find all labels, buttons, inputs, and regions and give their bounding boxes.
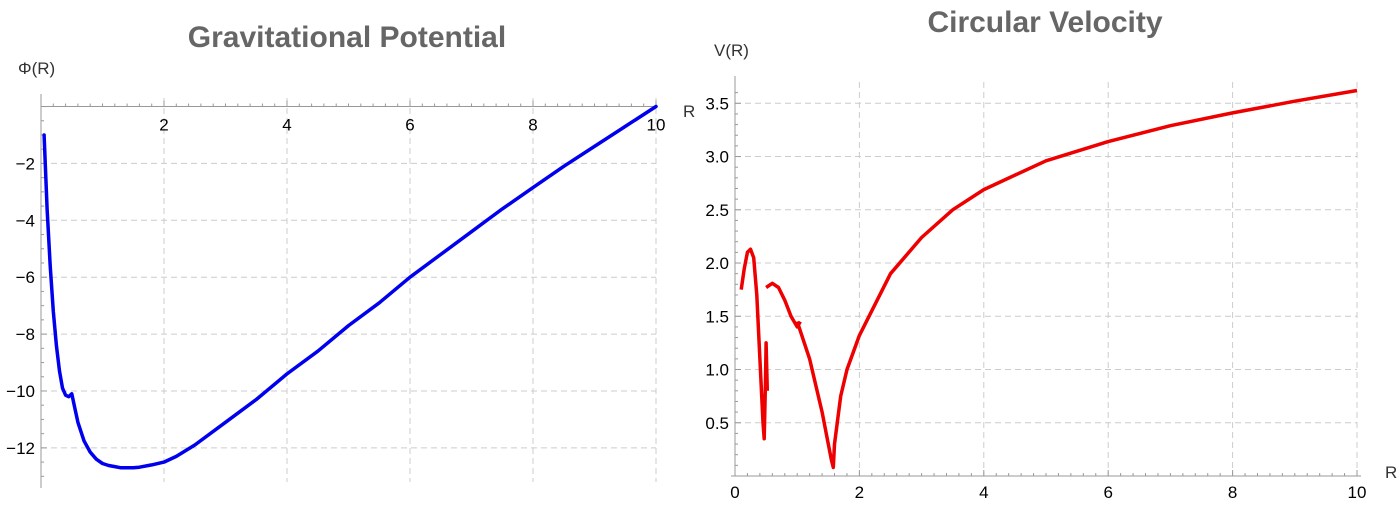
y-tick-label: −6 bbox=[16, 268, 35, 287]
x-axis-label: R bbox=[1385, 463, 1397, 482]
x-tick-label: 10 bbox=[1348, 483, 1367, 502]
x-tick-label: 4 bbox=[282, 116, 291, 135]
x-tick-label: 2 bbox=[855, 483, 864, 502]
x-tick-label: 6 bbox=[405, 116, 414, 135]
velocity-curve-segment-2 bbox=[765, 281, 802, 329]
y-tick-label: 2.5 bbox=[705, 201, 729, 220]
x-tick-label: 6 bbox=[1103, 483, 1112, 502]
y-tick-label: −10 bbox=[6, 382, 35, 401]
y-tick-label: −2 bbox=[16, 154, 35, 173]
potential-curve bbox=[42, 104, 658, 470]
y-axis-label: Φ(R) bbox=[18, 59, 55, 78]
y-tick-label: −12 bbox=[6, 439, 35, 458]
x-tick-label: 2 bbox=[159, 116, 168, 135]
y-axis-label: V(R) bbox=[714, 41, 749, 60]
chart-title: Circular Velocity bbox=[927, 6, 1162, 39]
chart-circular-velocity: Circular Velocity V(R) R R 0 2 4 6 8 10 0.5 1.0 1.5 2… bbox=[683, 6, 1397, 502]
x-tick-label: 4 bbox=[979, 483, 988, 502]
y-tick-label: −8 bbox=[16, 325, 35, 344]
chart-gravitational-potential: Gravitational Potential Φ(R) 2 4 6 8 10 −2 −4 −6 −… bbox=[6, 21, 665, 488]
y-tick-label: 2.0 bbox=[705, 254, 729, 273]
y-tick-label: 1.5 bbox=[705, 307, 729, 326]
y-tick-label: 3.0 bbox=[705, 148, 729, 167]
velocity-curve-segment-1 bbox=[739, 247, 770, 441]
velocity-curve-segment-3 bbox=[795, 88, 1358, 470]
chart-title: Gravitational Potential bbox=[188, 21, 506, 54]
y-tick-label: −4 bbox=[16, 211, 35, 230]
y-tick-label: 0.5 bbox=[705, 414, 729, 433]
y-tick-label: 3.5 bbox=[705, 94, 729, 113]
x-tick-label: 8 bbox=[528, 116, 537, 135]
y-tick-label: 1.0 bbox=[705, 361, 729, 380]
x-tick-label: 0 bbox=[730, 483, 739, 502]
x-tick-label: 10 bbox=[647, 116, 666, 135]
x-tick-label: 8 bbox=[1228, 483, 1237, 502]
stray-axis-label: R bbox=[683, 102, 695, 121]
